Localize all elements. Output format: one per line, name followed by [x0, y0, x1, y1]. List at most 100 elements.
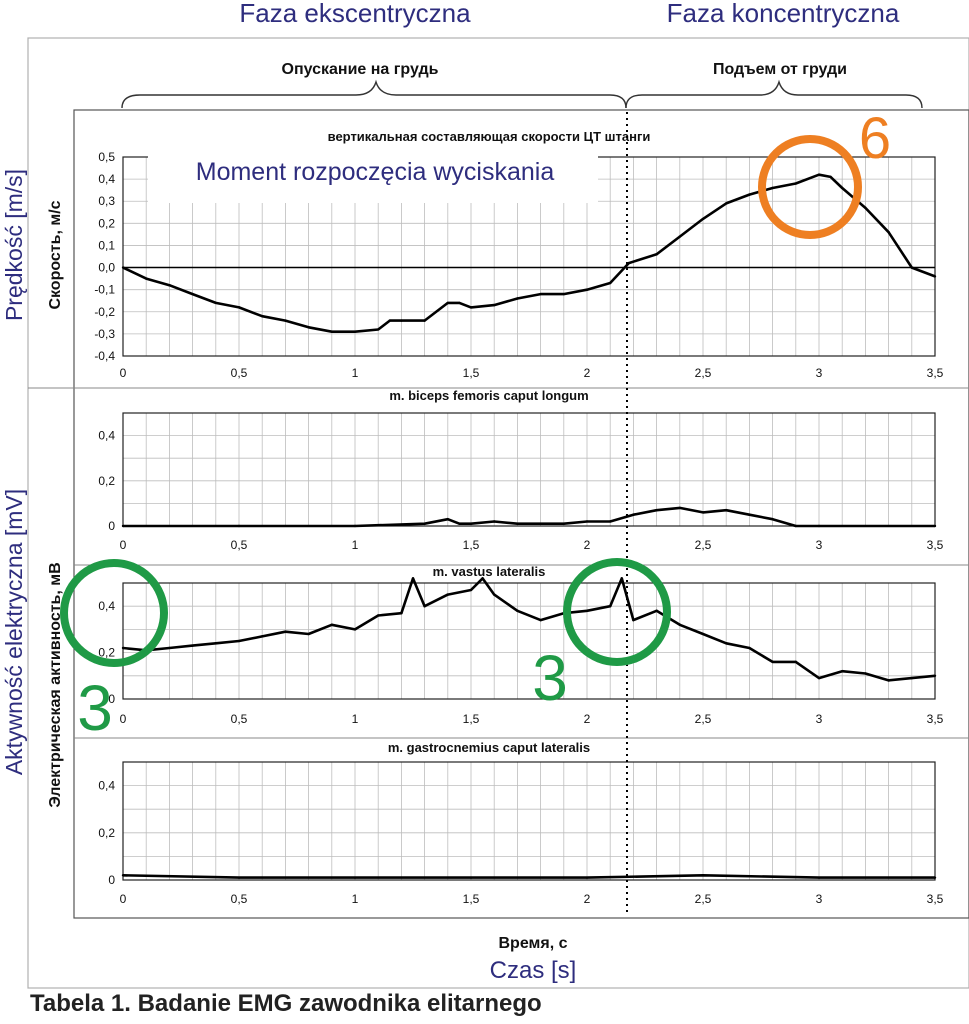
press-activity-circle	[563, 558, 671, 666]
moment-label: Moment rozpoczęcia wyciskania	[196, 158, 555, 186]
y-tick-label: 0,4	[98, 779, 115, 793]
x-tick-label: 3	[816, 538, 823, 552]
y-tick-label: 0,2	[98, 216, 115, 230]
figure-frame	[27, 37, 969, 989]
data-point	[701, 217, 705, 221]
phase-eccentric-label: Faza ekscentryczna	[239, 0, 471, 28]
x-tick-label: 3	[816, 892, 823, 906]
x-tick-label: 2	[584, 538, 591, 552]
data-point	[493, 520, 496, 523]
x-tick-label: 0	[120, 538, 127, 552]
data-point	[353, 628, 357, 631]
brace-eccentric	[121, 79, 627, 109]
x-tick-label: 0,5	[231, 892, 248, 906]
y-tick-label: -0,3	[94, 327, 115, 341]
data-point	[284, 319, 287, 322]
x-tick-label: 0,5	[231, 538, 248, 552]
data-point	[585, 520, 589, 523]
data-point	[725, 642, 728, 645]
data-point	[214, 301, 217, 305]
start-activity-circle	[60, 559, 168, 667]
data-point	[307, 326, 310, 329]
y-tick-label: -0,2	[94, 305, 115, 319]
series-line	[123, 506, 935, 528]
data-point	[701, 632, 705, 636]
series-line	[122, 873, 935, 879]
data-point	[701, 874, 705, 877]
annotation-number-6: 6	[859, 106, 891, 171]
data-point	[655, 609, 658, 613]
data-point	[121, 874, 125, 877]
x-tick-label: 0,5	[231, 366, 248, 380]
ylabel-ru-speed: Скорость, м/с	[47, 200, 64, 309]
annotation-number-3-left: 3	[77, 672, 113, 744]
data-point	[377, 328, 380, 331]
data-point	[585, 609, 589, 613]
data-point	[353, 330, 357, 333]
data-point	[516, 609, 519, 613]
y-tick-label: 0,2	[98, 474, 115, 488]
data-point	[864, 206, 867, 210]
data-point	[620, 577, 623, 580]
lifting-label: Подъем от груди	[713, 61, 847, 78]
data-point	[446, 518, 449, 521]
data-point	[516, 297, 519, 300]
data-point	[469, 588, 473, 592]
chart-title: m. vastus lateralis	[433, 564, 546, 579]
x-tick-label: 2	[584, 892, 591, 906]
data-point	[794, 182, 797, 185]
data-point	[191, 644, 194, 647]
y-tick-label: 0,4	[98, 429, 115, 443]
data-point	[469, 522, 473, 525]
data-point	[933, 876, 937, 879]
peak-velocity-circle	[758, 135, 862, 239]
data-point	[748, 513, 751, 516]
data-point	[829, 175, 832, 179]
data-point	[261, 315, 264, 318]
x-tick-label: 0	[120, 892, 127, 906]
chart-panel-2: m. biceps femoris caput longum 0 0,5 1 1,5 2 2…	[98, 388, 943, 552]
y-tick-label: -0,4	[94, 349, 115, 363]
x-tick-label: 1	[352, 712, 359, 726]
data-point	[678, 235, 681, 238]
data-point	[400, 319, 403, 322]
data-point	[121, 266, 125, 269]
data-point	[627, 261, 630, 265]
plot-area	[122, 412, 936, 527]
data-point	[609, 605, 612, 608]
x-tick-label: 1,5	[463, 538, 480, 552]
inner-frame	[73, 109, 969, 919]
x-tick-label: 2,5	[695, 366, 712, 380]
data-point	[539, 292, 542, 296]
data-point	[423, 319, 426, 322]
data-point	[493, 593, 496, 596]
data-point	[458, 522, 461, 525]
x-tick-label: 0	[120, 712, 127, 726]
data-point	[353, 876, 357, 879]
y-tick-label: 0,3	[98, 194, 115, 208]
x-tick-label: 2,5	[695, 538, 712, 552]
data-point	[388, 319, 391, 322]
x-tick-label: 1,5	[463, 892, 480, 906]
data-point	[609, 520, 612, 523]
x-tick-label: 0	[120, 366, 127, 380]
x-tick-label: 3,5	[927, 366, 944, 380]
y-tick-label: 0,0	[98, 261, 115, 275]
data-point	[817, 524, 821, 528]
data-point	[423, 522, 426, 525]
x-tick-label: 1	[352, 366, 359, 380]
data-point	[539, 618, 542, 622]
data-point	[237, 876, 241, 879]
x-tick-label: 1	[352, 538, 359, 552]
chart-panels: вертикальная составляющая скорости ЦТ шт…	[94, 129, 943, 906]
data-point	[771, 186, 774, 190]
data-point	[121, 524, 125, 528]
x-tick-label: 3,5	[927, 892, 944, 906]
y-tick-label: 0	[108, 519, 115, 533]
data-point	[585, 288, 589, 291]
data-point	[655, 253, 658, 256]
data-point	[446, 301, 449, 305]
phase-concentric-label: Faza koncentryczna	[667, 0, 900, 28]
data-point	[771, 660, 774, 664]
